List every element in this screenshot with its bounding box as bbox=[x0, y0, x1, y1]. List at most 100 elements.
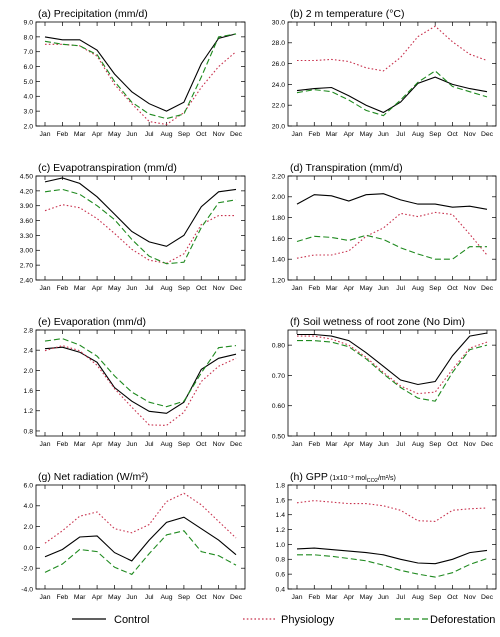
x-tick-label: Jan bbox=[40, 285, 51, 292]
y-tick-label: 2.00 bbox=[272, 194, 285, 201]
x-tick-label: Feb bbox=[57, 441, 69, 448]
panel-d: (d) Transpiration (mm/d) 1.20 1.40 1.60 1.80… bbox=[272, 162, 497, 292]
x-tick-label: Sep bbox=[429, 594, 441, 601]
x-tick-label: Jan bbox=[292, 131, 303, 138]
y-tick-label: 4.50 bbox=[20, 173, 33, 180]
plot-frame bbox=[287, 329, 497, 437]
x-tick-label: Aug bbox=[412, 441, 424, 448]
x-tick-label: Dec bbox=[481, 441, 494, 448]
x-tick-label: Sep bbox=[429, 441, 441, 448]
series-line-control bbox=[296, 193, 488, 210]
x-tick-label: May bbox=[108, 441, 121, 448]
x-tick-label: Jan bbox=[292, 594, 303, 601]
panel-a: (a) Precipitation (mm/d) 2.0 3.0 4.0 5.0 6.0 7… bbox=[24, 8, 246, 138]
x-tick-label: May bbox=[108, 285, 121, 292]
x-tick-label: Nov bbox=[213, 285, 226, 292]
title-unit: /m²/s) bbox=[378, 475, 396, 482]
x-tick-label: Mar bbox=[74, 594, 86, 601]
panel-title: (b) 2 m temperature (°C) bbox=[290, 8, 404, 20]
y-tick-label: 2.0 bbox=[24, 123, 34, 130]
series-line-control bbox=[44, 177, 237, 247]
x-tick-label: Mar bbox=[326, 131, 338, 138]
x-tick-label: Dec bbox=[230, 594, 243, 601]
panel-title: (a) Precipitation (mm/d) bbox=[38, 8, 148, 20]
x-tick-label: Jul bbox=[145, 441, 154, 448]
y-tick-label: 6.0 bbox=[24, 482, 34, 489]
panel-title: (f) Soil wetness of root zone (No Dim) bbox=[290, 316, 465, 328]
x-tick-label: Feb bbox=[308, 285, 320, 292]
y-tick-label: 1.2 bbox=[24, 408, 34, 415]
series-line-control bbox=[297, 332, 488, 386]
x-tick-label: Aug bbox=[412, 131, 424, 138]
y-tick-label: 0.50 bbox=[272, 433, 285, 440]
x-tick-label: May bbox=[360, 441, 373, 448]
x-tick-label: Oct bbox=[447, 441, 458, 448]
series-line-control bbox=[296, 547, 488, 565]
y-tick-label: 1.8 bbox=[276, 482, 286, 489]
title-unit-subscript: CO2 bbox=[367, 478, 378, 484]
y-tick-label: 2.20 bbox=[272, 173, 285, 180]
legend-label-physiology: Physiology bbox=[281, 614, 335, 626]
y-tick-label: 24.0 bbox=[272, 82, 285, 89]
x-tick-label: Mar bbox=[326, 441, 338, 448]
x-tick-label: Apr bbox=[344, 594, 355, 601]
x-tick-label: Mar bbox=[74, 441, 86, 448]
x-tick-label: Dec bbox=[481, 594, 494, 601]
panel-title: (h) GPP (1x10⁻³ molCO2/m²/s) bbox=[290, 471, 396, 484]
title-unit: (1x10⁻³ mol bbox=[328, 475, 367, 482]
y-tick-label: 3.00 bbox=[20, 248, 33, 255]
panel-h: (h) GPP (1x10⁻³ molCO2/m²/s) 0.4 0.6 0.8 1.0… bbox=[276, 471, 497, 601]
x-tick-label: Sep bbox=[429, 131, 441, 138]
x-tick-label: Jun bbox=[378, 285, 389, 292]
y-tick-label: 1.2 bbox=[276, 527, 286, 534]
x-tick-label: Mar bbox=[74, 285, 86, 292]
x-tick-label: Oct bbox=[447, 285, 458, 292]
x-tick-label: Dec bbox=[481, 285, 494, 292]
y-tick-label: 9.0 bbox=[24, 19, 34, 26]
series-line-deforestation bbox=[44, 530, 237, 576]
series-line-physiology bbox=[44, 492, 237, 544]
y-tick-label: 1.20 bbox=[272, 277, 285, 284]
plot-frame bbox=[35, 175, 246, 281]
y-tick-label: 0.8 bbox=[24, 428, 34, 435]
x-tick-label: Aug bbox=[160, 131, 172, 138]
y-tick-label: 1.60 bbox=[272, 236, 285, 243]
x-tick-label: Nov bbox=[213, 131, 226, 138]
y-tick-label: 1.4 bbox=[276, 512, 286, 519]
y-tick-label: 28.0 bbox=[272, 40, 285, 47]
y-tick-label: 8.0 bbox=[24, 34, 34, 41]
x-tick-label: Jun bbox=[378, 131, 389, 138]
y-tick-label: 0.70 bbox=[272, 373, 285, 380]
series-line-physiology bbox=[296, 500, 488, 522]
x-tick-label: Jun bbox=[378, 441, 389, 448]
series-line-deforestation bbox=[44, 338, 237, 408]
y-tick-label: -4.0 bbox=[21, 586, 33, 593]
x-tick-label: Jan bbox=[292, 285, 303, 292]
y-tick-label: 1.0 bbox=[276, 542, 286, 549]
series-line-physiology bbox=[44, 345, 237, 426]
x-tick-label: Sep bbox=[178, 441, 190, 448]
x-tick-label: Apr bbox=[92, 441, 103, 448]
x-tick-label: Nov bbox=[213, 594, 226, 601]
y-tick-label: 22.0 bbox=[272, 103, 285, 110]
x-tick-label: Nov bbox=[464, 441, 477, 448]
series-line-control bbox=[44, 346, 237, 414]
x-tick-label: Jun bbox=[126, 131, 137, 138]
series-line-deforestation bbox=[297, 340, 488, 402]
series-line-physiology bbox=[297, 335, 488, 395]
series-line-deforestation bbox=[297, 554, 488, 578]
x-tick-label: Dec bbox=[230, 441, 243, 448]
x-tick-label: Oct bbox=[196, 285, 207, 292]
x-tick-label: Jun bbox=[126, 594, 137, 601]
x-tick-label: Apr bbox=[92, 131, 103, 138]
y-tick-label: 0.4 bbox=[276, 586, 286, 593]
panel-e: (e) Evaporation (mm/d) 0.8 1.2 1.6 2.0 2.4 2.8… bbox=[24, 316, 246, 448]
x-tick-label: Jun bbox=[126, 441, 137, 448]
series-line-deforestation bbox=[296, 70, 488, 117]
x-tick-label: Feb bbox=[57, 285, 69, 292]
x-tick-label: Jun bbox=[126, 285, 137, 292]
x-tick-label: Jul bbox=[396, 441, 405, 448]
y-tick-label: 7.0 bbox=[24, 49, 34, 56]
panel-title: (d) Transpiration (mm/d) bbox=[290, 162, 403, 174]
x-tick-label: Aug bbox=[412, 594, 424, 601]
